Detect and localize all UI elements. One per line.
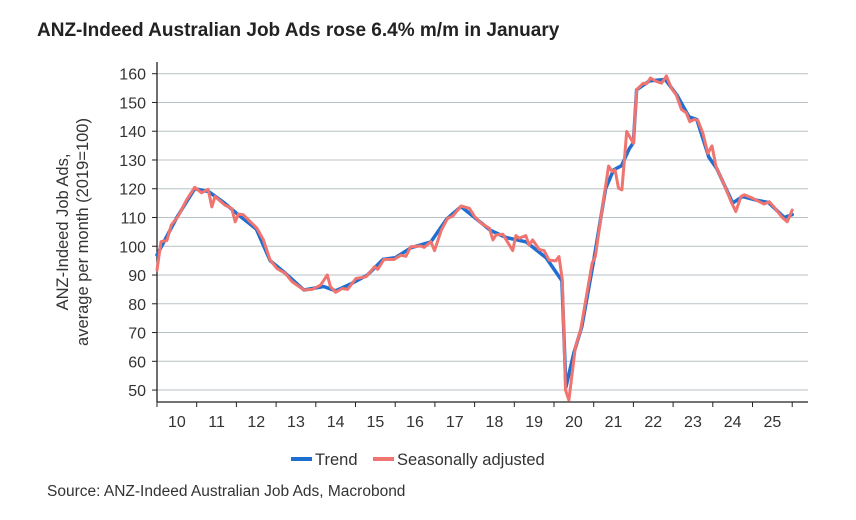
x-tick-label: 20: [565, 414, 583, 431]
x-tick-label: 11: [208, 414, 225, 431]
y-tick-label: 90: [128, 268, 146, 285]
source-note: Source: ANZ-Indeed Australian Job Ads, M…: [47, 483, 406, 500]
x-tick-label: 21: [605, 414, 623, 431]
x-axis-ticks: 10 11 12 13 14 15 16 17 18 19 20 21 22 23 24 25: [156, 402, 793, 431]
y-tick-label: 130: [119, 153, 146, 170]
y-tick-label: 60: [128, 354, 146, 371]
x-tick-label: 15: [366, 414, 384, 431]
series-lines: [155, 74, 794, 402]
x-tick-label: 16: [406, 414, 424, 431]
x-tick-label: 14: [327, 414, 345, 431]
y-tick-label: 120: [119, 182, 146, 199]
y-tick-label: 160: [119, 67, 146, 84]
y-axis-label-line1: ANZ-Indeed Job Ads,: [54, 154, 72, 311]
legend-label-trend: Trend: [315, 451, 358, 469]
x-tick-label: 19: [525, 414, 543, 431]
y-tick-label: 150: [119, 95, 146, 112]
x-tick-label: 18: [486, 414, 504, 431]
y-tick-label: 140: [119, 124, 146, 141]
legend: Trend Seasonally adjusted: [291, 451, 545, 469]
y-tick-label: 80: [128, 297, 146, 314]
x-tick-label: 23: [684, 414, 702, 431]
y-tick-label: 100: [119, 239, 146, 256]
y-tick-label: 110: [120, 211, 146, 228]
legend-label-seasonally-adjusted: Seasonally adjusted: [397, 451, 545, 469]
x-tick-label: 22: [644, 414, 662, 431]
seasonally-adjusted-line: [155, 74, 794, 402]
y-tick-label: 70: [128, 326, 146, 343]
x-tick-label: 24: [724, 414, 742, 431]
y-tick-label: 50: [128, 383, 146, 400]
trend-line: [155, 77, 794, 389]
gridlines: [157, 73, 808, 391]
x-tick-label: 13: [287, 414, 305, 431]
y-axis-ticks: 50 60 70 80 90 100 110 120 130 140 150 160: [119, 67, 157, 400]
x-tick-label: 10: [168, 414, 186, 431]
x-tick-label: 17: [446, 414, 464, 431]
x-tick-label: 25: [763, 414, 781, 431]
chart-title: ANZ-Indeed Australian Job Ads rose 6.4% …: [37, 20, 560, 41]
x-tick-label: 12: [247, 414, 265, 431]
y-axis-label-line2: average per month (2019=100): [74, 118, 92, 346]
